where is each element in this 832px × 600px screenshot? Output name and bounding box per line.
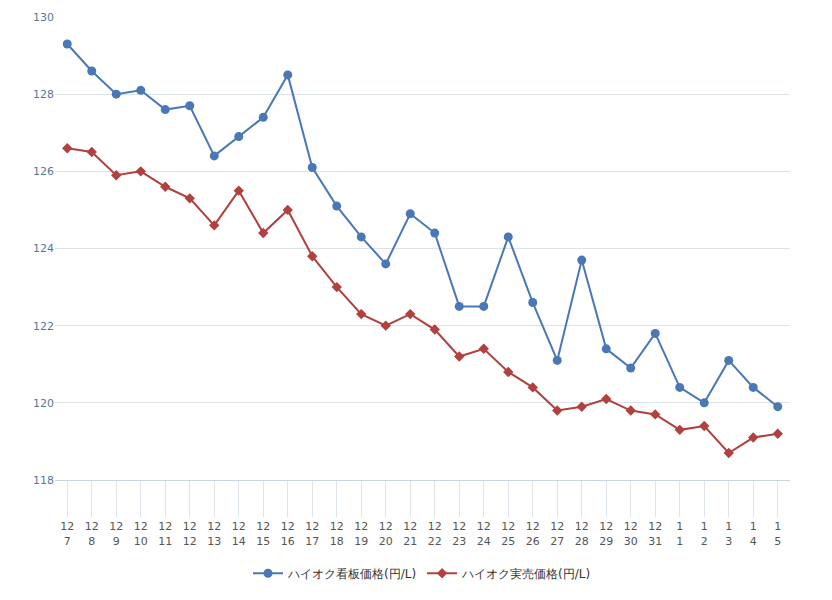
- svg-text:1220: 1220: [379, 520, 393, 547]
- svg-text:122: 122: [33, 320, 54, 333]
- svg-text:1214: 1214: [232, 520, 246, 547]
- svg-text:1229: 1229: [599, 520, 613, 547]
- svg-text:1215: 1215: [256, 520, 270, 547]
- svg-text:1222: 1222: [428, 520, 442, 547]
- svg-text:1228: 1228: [575, 520, 589, 547]
- svg-text:1223: 1223: [452, 520, 466, 547]
- svg-text:13: 13: [725, 520, 732, 547]
- svg-text:12: 12: [701, 520, 708, 547]
- svg-text:124: 124: [33, 242, 54, 255]
- svg-text:118: 118: [33, 474, 54, 487]
- svg-text:1231: 1231: [648, 520, 662, 547]
- svg-text:1227: 1227: [550, 520, 564, 547]
- svg-text:126: 126: [33, 165, 54, 178]
- svg-text:1217: 1217: [305, 520, 319, 547]
- svg-text:ハイオク実売価格(円/L): ハイオク実売価格(円/L): [461, 567, 590, 581]
- svg-text:14: 14: [750, 520, 757, 547]
- svg-text:1219: 1219: [354, 520, 368, 547]
- svg-text:1216: 1216: [281, 520, 295, 547]
- svg-text:129: 129: [109, 520, 123, 547]
- svg-text:11: 11: [676, 520, 683, 547]
- svg-text:ハイオク看板価格(円/L): ハイオク看板価格(円/L): [287, 567, 416, 581]
- svg-text:130: 130: [33, 11, 54, 24]
- svg-text:1221: 1221: [403, 520, 417, 547]
- svg-text:1218: 1218: [330, 520, 344, 547]
- svg-text:128: 128: [33, 88, 54, 101]
- svg-text:127: 127: [60, 520, 74, 547]
- svg-text:1225: 1225: [501, 520, 515, 547]
- svg-text:1211: 1211: [158, 520, 172, 547]
- svg-text:1213: 1213: [207, 520, 221, 547]
- svg-text:128: 128: [85, 520, 99, 547]
- svg-text:1224: 1224: [477, 520, 491, 547]
- svg-text:1226: 1226: [526, 520, 540, 547]
- svg-text:120: 120: [33, 397, 54, 410]
- svg-text:1230: 1230: [624, 520, 638, 547]
- svg-text:1212: 1212: [183, 520, 197, 547]
- svg-text:1210: 1210: [134, 520, 148, 547]
- svg-text:15: 15: [774, 520, 781, 547]
